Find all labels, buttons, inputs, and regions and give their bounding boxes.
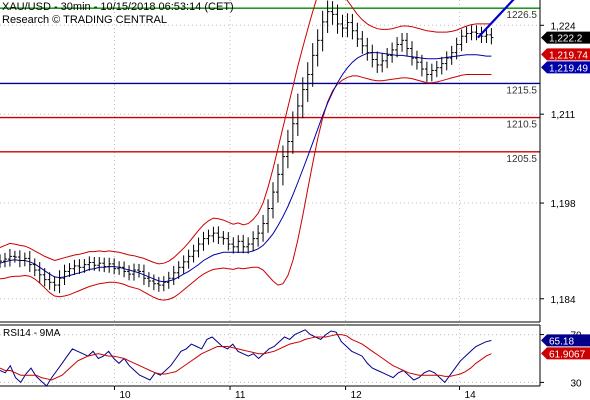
bollinger-bands <box>0 0 492 301</box>
target-projection <box>477 0 515 39</box>
time-axis: 10 11 12 14 <box>0 321 540 400</box>
rsi-line <box>0 329 492 387</box>
price-badge-box <box>541 61 590 74</box>
rsi-badge: 65.18 <box>541 334 590 347</box>
price-tick-label: 1,211 <box>551 110 576 121</box>
level-label: 1205.5 <box>506 154 537 165</box>
price-tick-label: 1,224 <box>550 21 575 32</box>
time-tick-label: 12 <box>351 390 363 400</box>
chart-title: XAU/USD - 30min - 10/15/2018 06:53:14 (C… <box>2 1 234 13</box>
rsi-gridlines <box>0 324 540 387</box>
rsi-badges: 65.18 61.9067 <box>541 334 590 360</box>
target-arrow-line <box>477 0 515 39</box>
price-badge-box <box>541 48 590 61</box>
rsi-badge-box <box>541 334 590 347</box>
price-badge-box <box>541 31 590 44</box>
price-tick-label: 1,184 <box>550 295 575 306</box>
moving-average <box>0 52 492 283</box>
rsi-series <box>0 329 492 387</box>
rsi-badge-label: 61.9067 <box>549 349 586 360</box>
price-badge-label: 1,222.2 <box>549 34 583 45</box>
price-badge: 1,219.74 <box>541 48 590 61</box>
price-badge: 1,222.2 <box>541 31 590 45</box>
rsi-badge-box <box>541 347 590 360</box>
price-badges: 1,222.2 1,219.74 1,219.49 <box>541 31 590 74</box>
rsi-title: RSI14 - 9MA <box>3 328 61 339</box>
price-axis: 1,184 1,198 1,211 1,224 <box>539 0 576 322</box>
price-badge-label: 1,219.49 <box>549 63 588 74</box>
candles <box>0 0 494 294</box>
rsi-ma-line <box>0 334 492 381</box>
rsi-tick-label: 30 <box>570 378 582 389</box>
price-badge: 1,219.49 <box>541 61 590 74</box>
bollinger-lower-line <box>0 74 492 301</box>
rsi-badge: 61.9067 <box>541 347 590 360</box>
time-tick-label: 11 <box>235 390 246 400</box>
price-tick-label: 1,198 <box>550 199 575 210</box>
rsi-badge-label: 65.18 <box>549 336 574 347</box>
bollinger-upper-line <box>0 0 492 265</box>
chart-subtitle: Research © TRADING CENTRAL <box>2 14 167 26</box>
price-badge-label: 1,219.74 <box>549 50 588 61</box>
moving-average-line <box>0 52 492 283</box>
time-tick-label: 10 <box>119 390 131 400</box>
time-tick-label: 14 <box>465 390 477 400</box>
level-lines <box>0 7 540 153</box>
level-label: 1226.5 <box>506 10 537 21</box>
level-label: 1210.5 <box>506 120 537 131</box>
level-label: 1215.5 <box>506 85 537 96</box>
